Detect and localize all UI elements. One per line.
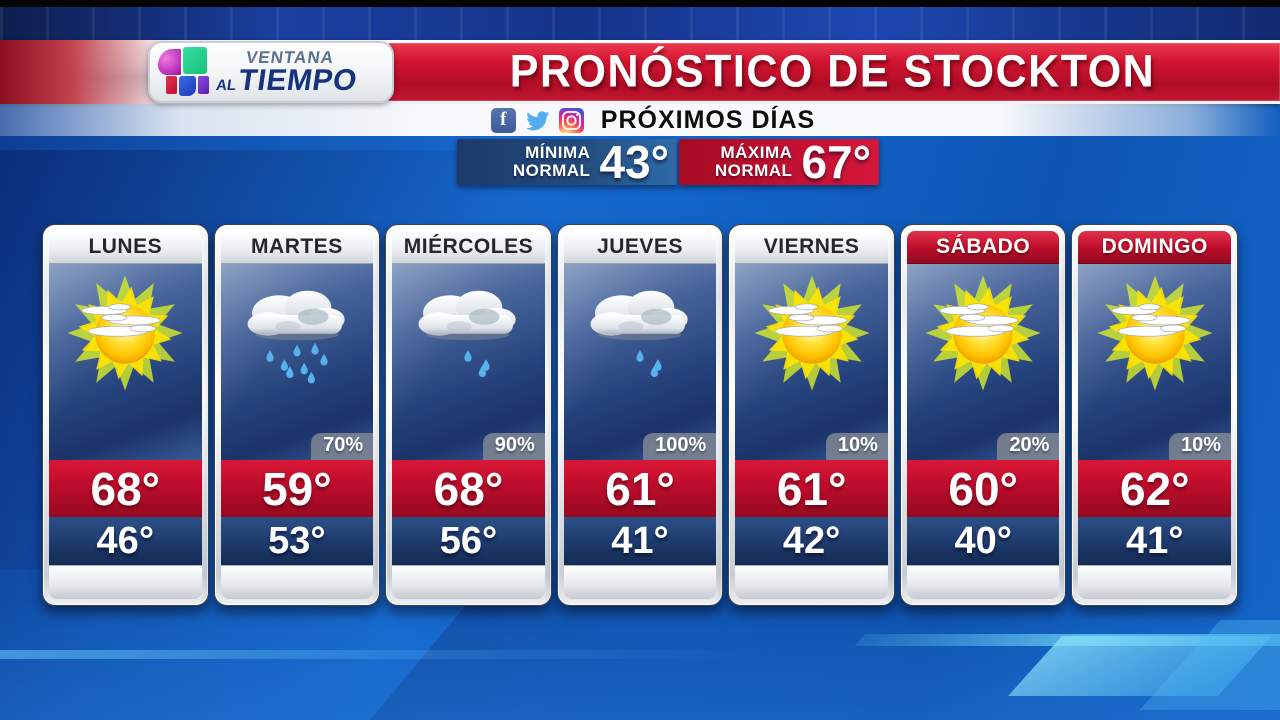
maxima-label-line1: MÁXIMA bbox=[720, 143, 793, 163]
day-name: JUEVES bbox=[563, 231, 717, 264]
card-footer bbox=[392, 565, 545, 599]
day-name: SÁBADO bbox=[906, 231, 1060, 264]
subtitle-proximos-dias: PRÓXIMOS DÍAS bbox=[600, 105, 816, 134]
page-title: PRONÓSTICO DE STOCKTON bbox=[509, 46, 1156, 97]
low-temp: 53° bbox=[220, 517, 374, 565]
low-temp: 46° bbox=[49, 517, 202, 565]
top-black-bar bbox=[0, 0, 1280, 7]
high-temp: 62° bbox=[1078, 460, 1232, 517]
high-temp: 60° bbox=[906, 460, 1060, 517]
card-footer bbox=[1078, 565, 1232, 599]
forecast-card: DOMINGO 10% 62° 41° bbox=[1071, 224, 1239, 606]
precip-chance-badge: 100% bbox=[643, 433, 717, 460]
precip-chance-badge: 10% bbox=[1169, 433, 1232, 460]
precip-chance-badge: 10% bbox=[825, 433, 888, 460]
univision-u-icon bbox=[158, 47, 210, 97]
top-navy-band bbox=[0, 7, 1280, 40]
weather-icon-panel: 70% bbox=[220, 264, 374, 460]
low-temp: 41° bbox=[1078, 517, 1232, 565]
rain-light-icon bbox=[405, 270, 531, 401]
card-footer bbox=[735, 565, 888, 599]
forecast-cards-row: LUNES 68° 46° MARTES 70% 59° 53° MIÉRCOLES bbox=[42, 224, 1239, 606]
day-name: MIÉRCOLES bbox=[392, 231, 545, 264]
day-name: LUNES bbox=[49, 231, 202, 264]
minima-label-line1: MÍNIMA bbox=[525, 143, 591, 163]
high-temp: 68° bbox=[392, 460, 545, 517]
title-banner: PRONÓSTICO DE STOCKTON bbox=[385, 43, 1280, 101]
card-footer bbox=[49, 565, 202, 599]
maxima-normal-box: MÁXIMA NORMAL 67° bbox=[679, 139, 879, 185]
high-temp: 59° bbox=[220, 460, 374, 517]
low-temp: 41° bbox=[563, 517, 717, 565]
facebook-icon: f bbox=[490, 107, 516, 133]
brand-word-al: AL bbox=[214, 76, 238, 94]
card-footer bbox=[220, 565, 374, 599]
rain-heavy-icon bbox=[234, 270, 360, 401]
card-footer bbox=[563, 565, 717, 599]
weather-icon-panel: 20% bbox=[906, 264, 1060, 460]
forecast-card: LUNES 68° 46° bbox=[42, 224, 209, 606]
background-bottom-glow bbox=[0, 600, 1280, 720]
precip-chance-badge: 90% bbox=[482, 433, 545, 460]
forecast-card: MIÉRCOLES 90% 68° 56° bbox=[385, 224, 552, 606]
brand-word-ventana: VENTANA bbox=[244, 47, 336, 67]
high-temp: 61° bbox=[563, 460, 717, 517]
ventana-al-tiempo-logo: VENTANA AL TIEMPO bbox=[148, 41, 394, 103]
weather-icon-panel: 10% bbox=[735, 264, 888, 460]
minima-label-line2: NORMAL bbox=[512, 161, 591, 180]
precip-chance-badge: 20% bbox=[997, 433, 1060, 460]
instagram-icon bbox=[558, 107, 584, 133]
maxima-normal-value: 67° bbox=[801, 136, 871, 188]
high-temp: 61° bbox=[735, 460, 888, 517]
low-temp: 40° bbox=[906, 517, 1060, 565]
weather-icon-panel: 90% bbox=[392, 264, 545, 460]
day-name: VIERNES bbox=[735, 231, 888, 264]
forecast-card: MARTES 70% 59° 53° bbox=[213, 224, 381, 606]
sun-clouds-icon bbox=[920, 270, 1046, 401]
rain-light-icon bbox=[577, 270, 703, 401]
weather-icon-panel bbox=[49, 264, 202, 460]
card-footer bbox=[906, 565, 1060, 599]
sun-clouds-icon bbox=[62, 270, 188, 401]
sun-clouds-icon bbox=[1092, 270, 1218, 401]
forecast-card: VIERNES 10% 61° 42° bbox=[728, 224, 895, 606]
forecast-card: JUEVES 100% 61° 41° bbox=[556, 224, 724, 606]
weather-icon-panel: 100% bbox=[563, 264, 717, 460]
background-light-streak bbox=[0, 650, 760, 659]
low-temp: 42° bbox=[735, 517, 888, 565]
brand-text: VENTANA AL TIEMPO bbox=[214, 47, 362, 97]
maxima-label-line2: NORMAL bbox=[714, 161, 793, 180]
low-temp: 56° bbox=[392, 517, 545, 565]
weather-icon-panel: 10% bbox=[1078, 264, 1232, 460]
forecast-card: SÁBADO 20% 60° 40° bbox=[899, 224, 1067, 606]
social-bar: f PRÓXIMOS DÍAS bbox=[0, 104, 1280, 136]
minima-normal-box: MÍNIMA NORMAL 43° bbox=[457, 139, 677, 185]
day-name: DOMINGO bbox=[1078, 231, 1232, 264]
minima-normal-value: 43° bbox=[599, 136, 669, 188]
precip-chance-badge: 70% bbox=[311, 433, 374, 460]
twitter-icon bbox=[525, 108, 550, 133]
brand-word-tiempo: TIEMPO bbox=[236, 63, 360, 97]
high-temp: 68° bbox=[49, 460, 202, 517]
sun-clouds-icon bbox=[749, 270, 875, 401]
day-name: MARTES bbox=[220, 231, 374, 264]
